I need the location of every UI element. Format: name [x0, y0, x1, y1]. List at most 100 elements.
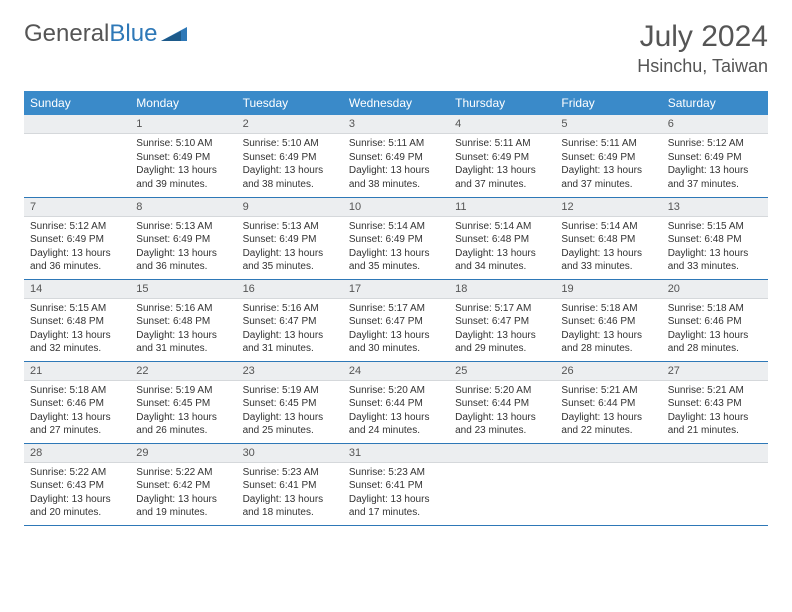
sunset-line: Sunset: 6:44 PM: [561, 397, 655, 411]
daylight-line: Daylight: 13 hours and 31 minutes.: [136, 329, 230, 356]
calendar-cell: 27Sunrise: 5:21 AMSunset: 6:43 PMDayligh…: [662, 361, 768, 443]
calendar-cell: 31Sunrise: 5:23 AMSunset: 6:41 PMDayligh…: [343, 443, 449, 525]
sunset-line: Sunset: 6:45 PM: [243, 397, 337, 411]
day-body: Sunrise: 5:21 AMSunset: 6:44 PMDaylight:…: [555, 381, 661, 442]
day-number: 1: [130, 115, 236, 134]
calendar-cell: 8Sunrise: 5:13 AMSunset: 6:49 PMDaylight…: [130, 197, 236, 279]
calendar-cell: 11Sunrise: 5:14 AMSunset: 6:48 PMDayligh…: [449, 197, 555, 279]
calendar-cell: 13Sunrise: 5:15 AMSunset: 6:48 PMDayligh…: [662, 197, 768, 279]
daylight-line: Daylight: 13 hours and 17 minutes.: [349, 493, 443, 520]
day-number: 5: [555, 115, 661, 134]
day-header: Wednesday: [343, 91, 449, 115]
calendar-cell: [662, 443, 768, 525]
day-number: 8: [130, 198, 236, 217]
location-label: Hsinchu, Taiwan: [637, 56, 768, 77]
calendar-cell: [24, 115, 130, 197]
day-header: Friday: [555, 91, 661, 115]
daylight-line: Daylight: 13 hours and 37 minutes.: [455, 164, 549, 191]
day-body: [24, 134, 130, 141]
calendar-cell: 24Sunrise: 5:20 AMSunset: 6:44 PMDayligh…: [343, 361, 449, 443]
calendar-cell: 18Sunrise: 5:17 AMSunset: 6:47 PMDayligh…: [449, 279, 555, 361]
calendar-cell: 26Sunrise: 5:21 AMSunset: 6:44 PMDayligh…: [555, 361, 661, 443]
sunrise-line: Sunrise: 5:11 AM: [561, 137, 655, 151]
calendar-cell: 30Sunrise: 5:23 AMSunset: 6:41 PMDayligh…: [237, 443, 343, 525]
day-body: Sunrise: 5:17 AMSunset: 6:47 PMDaylight:…: [343, 299, 449, 360]
daylight-line: Daylight: 13 hours and 18 minutes.: [243, 493, 337, 520]
sunrise-line: Sunrise: 5:10 AM: [136, 137, 230, 151]
day-body: Sunrise: 5:22 AMSunset: 6:43 PMDaylight:…: [24, 463, 130, 524]
sunrise-line: Sunrise: 5:20 AM: [455, 384, 549, 398]
day-number: 19: [555, 280, 661, 299]
sunrise-line: Sunrise: 5:14 AM: [561, 220, 655, 234]
day-number: 6: [662, 115, 768, 134]
day-body: Sunrise: 5:21 AMSunset: 6:43 PMDaylight:…: [662, 381, 768, 442]
day-body: [662, 463, 768, 470]
sunset-line: Sunset: 6:48 PM: [455, 233, 549, 247]
sunset-line: Sunset: 6:48 PM: [30, 315, 124, 329]
calendar-cell: 1Sunrise: 5:10 AMSunset: 6:49 PMDaylight…: [130, 115, 236, 197]
day-number: 23: [237, 362, 343, 381]
day-header: Tuesday: [237, 91, 343, 115]
day-body: Sunrise: 5:12 AMSunset: 6:49 PMDaylight:…: [24, 217, 130, 278]
sunrise-line: Sunrise: 5:22 AM: [30, 466, 124, 480]
day-header: Saturday: [662, 91, 768, 115]
calendar-cell: 12Sunrise: 5:14 AMSunset: 6:48 PMDayligh…: [555, 197, 661, 279]
daylight-line: Daylight: 13 hours and 30 minutes.: [349, 329, 443, 356]
sunrise-line: Sunrise: 5:14 AM: [349, 220, 443, 234]
day-body: Sunrise: 5:17 AMSunset: 6:47 PMDaylight:…: [449, 299, 555, 360]
sunrise-line: Sunrise: 5:17 AM: [455, 302, 549, 316]
daylight-line: Daylight: 13 hours and 37 minutes.: [561, 164, 655, 191]
sunrise-line: Sunrise: 5:11 AM: [455, 137, 549, 151]
calendar-cell: 22Sunrise: 5:19 AMSunset: 6:45 PMDayligh…: [130, 361, 236, 443]
day-number: 10: [343, 198, 449, 217]
daylight-line: Daylight: 13 hours and 27 minutes.: [30, 411, 124, 438]
day-number: [449, 444, 555, 463]
day-body: Sunrise: 5:13 AMSunset: 6:49 PMDaylight:…: [237, 217, 343, 278]
daylight-line: Daylight: 13 hours and 36 minutes.: [136, 247, 230, 274]
daylight-line: Daylight: 13 hours and 34 minutes.: [455, 247, 549, 274]
sunrise-line: Sunrise: 5:10 AM: [243, 137, 337, 151]
day-body: Sunrise: 5:15 AMSunset: 6:48 PMDaylight:…: [662, 217, 768, 278]
sunset-line: Sunset: 6:46 PM: [561, 315, 655, 329]
calendar-week: 28Sunrise: 5:22 AMSunset: 6:43 PMDayligh…: [24, 443, 768, 525]
daylight-line: Daylight: 13 hours and 33 minutes.: [668, 247, 762, 274]
sunrise-line: Sunrise: 5:20 AM: [349, 384, 443, 398]
day-body: Sunrise: 5:19 AMSunset: 6:45 PMDaylight:…: [130, 381, 236, 442]
calendar-week: 21Sunrise: 5:18 AMSunset: 6:46 PMDayligh…: [24, 361, 768, 443]
sunset-line: Sunset: 6:48 PM: [561, 233, 655, 247]
sunset-line: Sunset: 6:49 PM: [349, 233, 443, 247]
day-body: [555, 463, 661, 470]
sunrise-line: Sunrise: 5:18 AM: [30, 384, 124, 398]
daylight-line: Daylight: 13 hours and 23 minutes.: [455, 411, 549, 438]
daylight-line: Daylight: 13 hours and 28 minutes.: [561, 329, 655, 356]
sunset-line: Sunset: 6:49 PM: [243, 233, 337, 247]
day-number: 4: [449, 115, 555, 134]
sunrise-line: Sunrise: 5:15 AM: [30, 302, 124, 316]
day-body: Sunrise: 5:12 AMSunset: 6:49 PMDaylight:…: [662, 134, 768, 195]
day-number: 26: [555, 362, 661, 381]
sunrise-line: Sunrise: 5:21 AM: [668, 384, 762, 398]
sunrise-line: Sunrise: 5:19 AM: [136, 384, 230, 398]
day-body: Sunrise: 5:20 AMSunset: 6:44 PMDaylight:…: [343, 381, 449, 442]
day-body: Sunrise: 5:18 AMSunset: 6:46 PMDaylight:…: [555, 299, 661, 360]
day-number: [24, 115, 130, 134]
daylight-line: Daylight: 13 hours and 38 minutes.: [349, 164, 443, 191]
calendar-cell: 3Sunrise: 5:11 AMSunset: 6:49 PMDaylight…: [343, 115, 449, 197]
day-number: 12: [555, 198, 661, 217]
day-body: Sunrise: 5:13 AMSunset: 6:49 PMDaylight:…: [130, 217, 236, 278]
sunrise-line: Sunrise: 5:12 AM: [30, 220, 124, 234]
day-number: 30: [237, 444, 343, 463]
day-number: 20: [662, 280, 768, 299]
day-number: 29: [130, 444, 236, 463]
sunset-line: Sunset: 6:41 PM: [243, 479, 337, 493]
day-number: 15: [130, 280, 236, 299]
daylight-line: Daylight: 13 hours and 22 minutes.: [561, 411, 655, 438]
sunrise-line: Sunrise: 5:13 AM: [243, 220, 337, 234]
day-number: 17: [343, 280, 449, 299]
day-body: Sunrise: 5:18 AMSunset: 6:46 PMDaylight:…: [662, 299, 768, 360]
day-number: 28: [24, 444, 130, 463]
day-body: [449, 463, 555, 470]
day-body: Sunrise: 5:16 AMSunset: 6:48 PMDaylight:…: [130, 299, 236, 360]
calendar-cell: 23Sunrise: 5:19 AMSunset: 6:45 PMDayligh…: [237, 361, 343, 443]
sunset-line: Sunset: 6:43 PM: [30, 479, 124, 493]
